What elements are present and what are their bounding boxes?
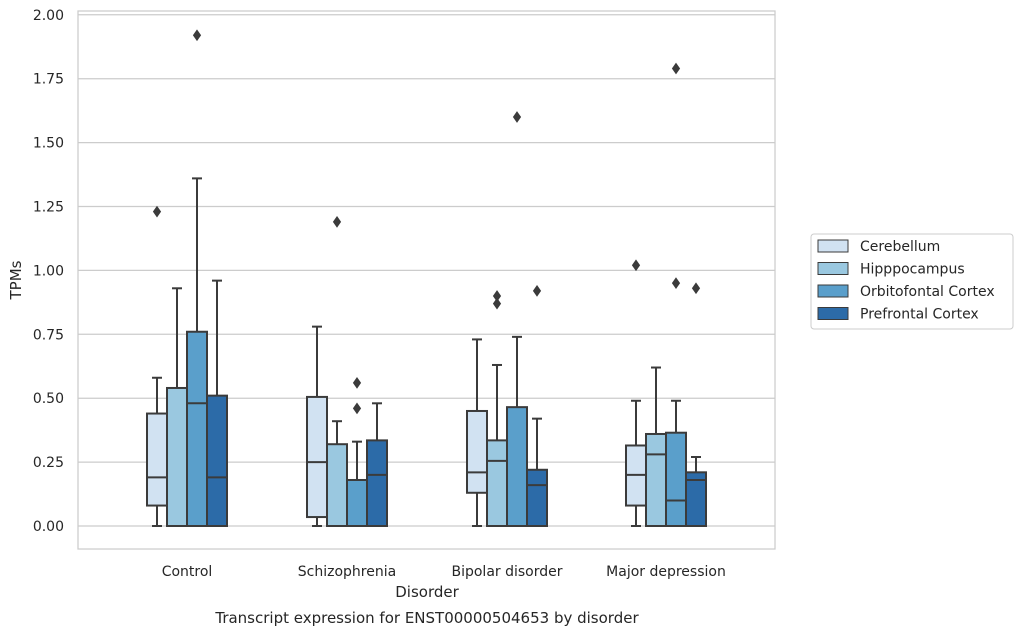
box-orbitofontal-cortex xyxy=(186,29,208,527)
outlier-point xyxy=(352,402,362,415)
box-body xyxy=(186,330,208,527)
legend: Cerebellum Hipppocampus Orbitofontal Corte… xyxy=(810,233,1014,330)
y-tick-label: 0.75 xyxy=(33,327,64,343)
x-tick-labels: Control Schizophrenia Bipolar disorder Majo… xyxy=(162,564,726,580)
box-body xyxy=(685,471,707,528)
outlier-point xyxy=(671,62,681,75)
box-body xyxy=(146,412,168,507)
outlier-point xyxy=(532,284,542,297)
y-tick-label: 0.00 xyxy=(33,519,64,535)
box-prefrontal-cortex xyxy=(206,279,228,528)
outlier-point xyxy=(631,259,641,272)
box-hipppocampus xyxy=(486,290,508,527)
legend-label: Cerebellum xyxy=(860,239,940,255)
y-tick-label: 2.00 xyxy=(33,8,64,24)
box-hipppocampus xyxy=(645,366,667,528)
legend-label: Orbitofontal Cortex xyxy=(860,284,995,300)
box-body xyxy=(326,443,348,528)
outlier-point xyxy=(671,277,681,290)
legend-swatch xyxy=(817,262,849,275)
legend-swatch xyxy=(817,307,849,320)
box-prefrontal-cortex xyxy=(685,282,707,528)
box-hipppocampus xyxy=(166,287,188,528)
outlier-point xyxy=(492,290,502,302)
box-orbitofontal-cortex xyxy=(665,62,687,527)
outlier-point xyxy=(152,205,162,218)
legend-frame xyxy=(810,233,1014,330)
outlier-point xyxy=(352,376,362,389)
outlier-point xyxy=(332,215,342,228)
box-body xyxy=(306,395,328,519)
outlier-point xyxy=(192,29,202,42)
box-body xyxy=(645,432,667,528)
box-body xyxy=(346,478,368,528)
box-groups xyxy=(146,29,707,528)
legend-swatch xyxy=(817,284,849,298)
box-hipppocampus xyxy=(326,215,348,528)
y-tick-labels: 0.00 0.25 0.50 0.75 1.00 1.25 1.50 1.75 2.00 xyxy=(33,8,64,535)
y-tick-label: 0.50 xyxy=(33,391,64,407)
box-body xyxy=(506,406,528,527)
y-tick-label: 1.25 xyxy=(33,200,64,216)
y-tick-label: 1.00 xyxy=(33,263,64,279)
box-orbitofontal-cortex xyxy=(506,111,528,527)
x-tick-label: Major depression xyxy=(606,564,726,580)
outlier-point xyxy=(691,282,701,295)
plot-frame xyxy=(77,10,776,550)
box-cerebellum xyxy=(306,325,328,527)
box-cerebellum xyxy=(625,259,647,527)
x-tick-label: Control xyxy=(162,564,213,580)
y-tick-label: 0.25 xyxy=(33,455,64,471)
outlier-point xyxy=(492,297,502,310)
box-prefrontal-cortex xyxy=(366,402,388,527)
box-cerebellum xyxy=(466,338,488,527)
box-body xyxy=(526,468,548,528)
box-cerebellum xyxy=(146,205,168,527)
box-prefrontal-cortex xyxy=(526,284,548,528)
x-tick-label: Schizophrenia xyxy=(298,564,396,580)
outlier-point xyxy=(512,111,522,123)
box-body xyxy=(665,431,687,527)
y-tick-label: 1.50 xyxy=(33,136,64,152)
box-body xyxy=(166,386,188,528)
x-axis-title: Disorder xyxy=(395,583,459,601)
box-body xyxy=(486,439,508,527)
box-body xyxy=(466,409,488,494)
chart-title: Transcript expression for ENST0000050465… xyxy=(214,609,639,627)
legend-label: Hipppocampus xyxy=(860,262,965,278)
x-tick-label: Bipolar disorder xyxy=(451,564,562,580)
y-axis-title: TPMs xyxy=(7,260,25,300)
y-tick-label: 1.75 xyxy=(33,72,64,88)
box-body xyxy=(206,394,228,528)
box-body xyxy=(366,439,388,527)
legend-label: Prefrontal Cortex xyxy=(860,307,979,323)
legend-swatch xyxy=(817,239,849,253)
box-orbitofontal-cortex xyxy=(346,376,368,528)
